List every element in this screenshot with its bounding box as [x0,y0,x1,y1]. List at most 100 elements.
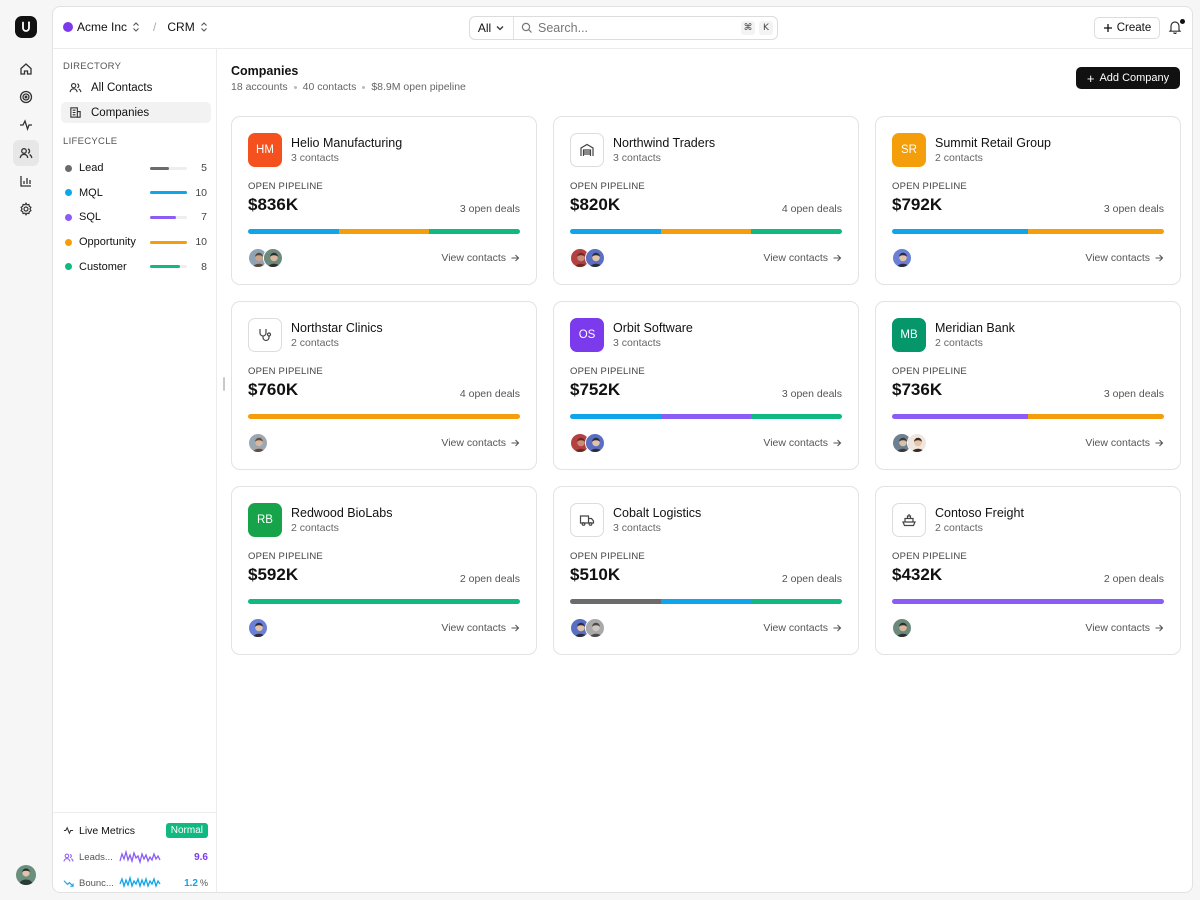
company-logo: SR [892,133,926,167]
pipeline-segment [751,599,842,604]
view-contacts-link[interactable]: View contacts [763,622,842,634]
page-stats: 18 accounts 40 contacts $8.9M open pipel… [231,81,466,93]
contact-avatars [248,433,268,453]
contact-avatar[interactable] [570,618,590,638]
company-name[interactable]: Cobalt Logistics [613,506,702,520]
view-contacts-link[interactable]: View contacts [441,252,520,264]
home-icon[interactable] [13,56,39,82]
contact-avatar[interactable] [892,618,912,638]
search-scope-select[interactable]: All [470,17,514,39]
search-bar[interactable]: All Search... ⌘ K [469,16,778,40]
activity-icon[interactable] [13,112,39,138]
open-deals-count: 3 open deals [781,388,842,400]
company-card[interactable]: HM Helio Manufacturing 3 contacts OPEN PIPE… [231,116,537,285]
sidebar-item-all-contacts[interactable]: All Contacts [61,77,211,98]
view-contacts-link[interactable]: View contacts [441,622,520,634]
stage-bar-fill [150,265,180,269]
company-card[interactable]: RB Redwood BioLabs 2 contacts OPEN PIPELINE… [231,486,537,655]
stage-name: MQL [79,186,103,199]
pipeline-segment [338,229,430,234]
stage-dot [65,164,72,172]
create-label: Create [1116,22,1152,34]
users-icon [63,853,74,862]
contact-avatar[interactable] [585,248,605,268]
search-scope-label: All [477,21,492,35]
pipeline-segment [248,414,520,419]
bounce-icon [63,879,74,887]
search-icon [521,22,532,33]
arrow-right-icon [833,254,842,262]
chevron-updown-icon[interactable] [131,21,141,33]
pipeline-bar [248,229,520,234]
pipeline-segment [660,414,752,419]
open-deals-count: 2 open deals [459,573,520,585]
open-pipeline-label: OPEN PIPELINE [570,551,645,562]
pipeline-value: $752K [570,380,621,399]
notifications-button[interactable] [1167,19,1185,37]
contact-avatar[interactable] [585,433,605,453]
view-contacts-link[interactable]: View contacts [763,252,842,264]
contacts-icon[interactable] [13,140,39,166]
company-name[interactable]: Northwind Traders [613,136,716,150]
chevron-updown-icon[interactable] [199,21,209,33]
company-card[interactable]: MB Meridian Bank 2 contacts OPEN PIPELINE $7… [875,301,1181,470]
company-contacts-count: 2 contacts [935,152,983,164]
lifecycle-item-opportunity[interactable]: Opportunity 10 [65,235,207,249]
contact-avatar[interactable] [248,618,268,638]
contacts-count: 40 contacts [302,81,357,93]
kbd-k: K [759,21,773,35]
lifecycle-item-mql[interactable]: MQL 10 [65,186,207,200]
company-card[interactable]: SR Summit Retail Group 2 contacts OPEN PIPE… [875,116,1181,285]
app-window: Acme Inc / CRM All Search... ⌘ K Create [52,6,1193,893]
bar-chart-icon[interactable] [13,168,39,194]
create-button[interactable]: Create [1094,17,1160,39]
company-name[interactable]: Redwood BioLabs [291,506,393,520]
lifecycle-item-sql[interactable]: SQL 7 [65,210,207,224]
module-switcher[interactable]: CRM [167,20,195,34]
pipeline-segment [1028,229,1164,234]
company-name[interactable]: Northstar Clinics [291,321,383,335]
view-contacts-link[interactable]: View contacts [1085,437,1164,449]
user-avatar[interactable] [16,865,36,885]
lifecycle-item-customer[interactable]: Customer 8 [65,260,207,274]
workspace-switcher[interactable]: Acme Inc [77,20,128,34]
status-badge: Normal [165,823,208,838]
contact-avatars [570,618,605,638]
metric-row-bounce[interactable]: Bounc... 1.2 % [63,875,208,891]
pipeline-segment [751,414,842,419]
company-card[interactable]: Contoso Freight 2 contacts OPEN PIPELINE $4… [875,486,1181,655]
lifecycle-item-lead[interactable]: Lead 5 [65,161,207,175]
company-card[interactable]: Northwind Traders 3 contacts OPEN PIPELINE… [553,116,859,285]
add-company-button[interactable]: + Add Company [1076,67,1180,89]
search-input[interactable]: Search... [514,21,741,35]
contact-avatar[interactable] [585,618,605,638]
metric-row-leads[interactable]: Leads... 9.6 [63,849,208,865]
target-icon[interactable] [13,84,39,110]
sidebar-resize-handle[interactable] [223,377,225,391]
company-card[interactable]: OS Orbit Software 3 contacts OPEN PIPELINE $… [553,301,859,470]
company-card[interactable]: Cobalt Logistics 3 contacts OPEN PIPELINE $… [553,486,859,655]
company-card[interactable]: Northstar Clinics 2 contacts OPEN PIPELINE… [231,301,537,470]
view-contacts-label: View contacts [441,622,506,634]
sidebar-item-companies[interactable]: Companies [61,102,211,123]
view-contacts-link[interactable]: View contacts [1085,252,1164,264]
company-name[interactable]: Orbit Software [613,321,693,335]
view-contacts-link[interactable]: View contacts [763,437,842,449]
company-initials: RB [257,514,273,526]
live-metrics-title: Live Metrics [79,824,136,837]
app-logo[interactable] [15,16,37,38]
pipeline-bar [248,414,520,419]
contact-avatar[interactable] [263,248,283,268]
contact-avatar[interactable] [907,433,927,453]
settings-icon[interactable] [13,196,39,222]
contact-avatar[interactable] [892,248,912,268]
metric-unit: % [199,878,208,888]
company-name[interactable]: Meridian Bank [935,321,1015,335]
live-metrics-header: Live Metrics Normal [63,823,208,838]
company-name[interactable]: Helio Manufacturing [291,136,403,150]
company-name[interactable]: Contoso Freight [935,506,1024,520]
view-contacts-link[interactable]: View contacts [1085,622,1164,634]
contact-avatar[interactable] [248,433,268,453]
view-contacts-link[interactable]: View contacts [441,437,520,449]
company-name[interactable]: Summit Retail Group [935,136,1052,150]
